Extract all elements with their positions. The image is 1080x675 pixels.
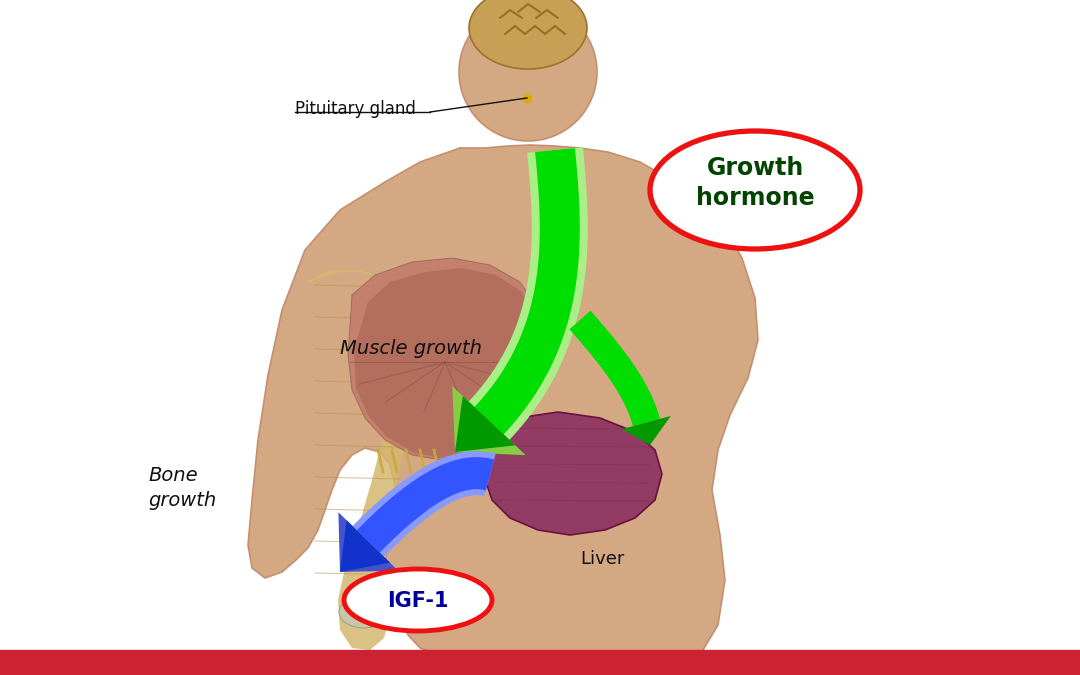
Polygon shape: [455, 396, 515, 452]
Text: Bone
growth: Bone growth: [148, 466, 216, 510]
Polygon shape: [453, 386, 526, 455]
Polygon shape: [340, 520, 390, 572]
Text: Pituitary gland: Pituitary gland: [295, 100, 416, 118]
Text: Muscle growth: Muscle growth: [340, 338, 482, 358]
Polygon shape: [354, 268, 538, 458]
Polygon shape: [469, 147, 588, 440]
Ellipse shape: [345, 569, 492, 631]
Text: Growth
hormone: Growth hormone: [696, 156, 814, 211]
Polygon shape: [622, 416, 671, 445]
Ellipse shape: [650, 131, 860, 249]
Ellipse shape: [469, 0, 588, 69]
Polygon shape: [305, 270, 410, 650]
Ellipse shape: [339, 596, 389, 628]
Ellipse shape: [459, 3, 597, 141]
Text: Liver: Liver: [580, 550, 624, 568]
Polygon shape: [352, 451, 496, 557]
Text: IGF-1: IGF-1: [388, 591, 449, 611]
Polygon shape: [248, 145, 758, 655]
Polygon shape: [569, 310, 660, 426]
Polygon shape: [338, 512, 399, 572]
Polygon shape: [484, 412, 662, 535]
Polygon shape: [474, 148, 580, 435]
Polygon shape: [356, 457, 495, 553]
Polygon shape: [348, 258, 542, 460]
Polygon shape: [0, 650, 1080, 675]
